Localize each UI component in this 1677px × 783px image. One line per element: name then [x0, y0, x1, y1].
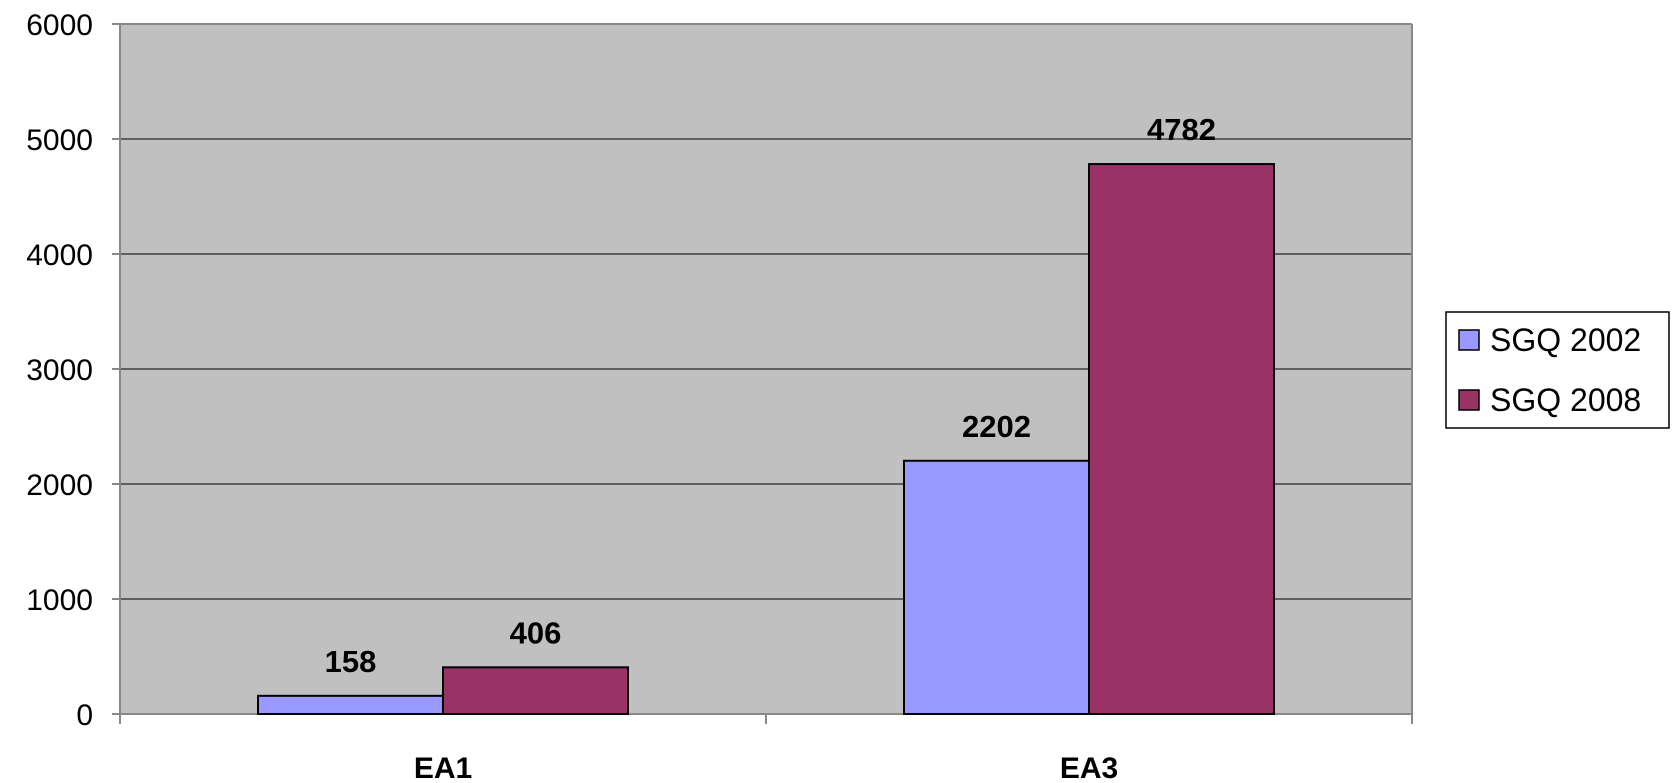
y-axis: 0 1000 2000 3000 4000 5000 6000	[26, 9, 1413, 732]
y-tick-label-2000: 2000	[26, 469, 93, 502]
legend-item-sgq-2008: SGQ 2008	[1458, 382, 1641, 418]
bar-sgq-2002-ea1	[257, 694, 444, 716]
bars	[257, 163, 1275, 716]
x-category-label-ea1: EA1	[414, 752, 472, 783]
data-labels: 158 406 2202 4782	[325, 112, 1216, 679]
legend-swatch-sgq-2002	[1458, 329, 1480, 351]
legend-item-sgq-2002: SGQ 2002	[1458, 322, 1641, 358]
y-tick-label-6000: 6000	[26, 9, 93, 42]
y-tick-label-0: 0	[76, 699, 93, 732]
legend: SGQ 2002 SGQ 2008	[1445, 311, 1670, 429]
legend-box	[1445, 311, 1670, 429]
data-label-sgq-2008-ea3: 4782	[1147, 112, 1216, 147]
bar-sgq-2002-ea3	[903, 459, 1090, 715]
y-tick-label-3000: 3000	[26, 354, 93, 387]
data-label-sgq-2008-ea1: 406	[510, 615, 562, 650]
data-label-sgq-2002-ea1: 158	[325, 644, 377, 679]
bar-sgq-2008-ea1	[442, 666, 629, 715]
legend-swatch-sgq-2008	[1458, 389, 1480, 411]
legend-label-sgq-2002: SGQ 2002	[1490, 322, 1641, 358]
bar-sgq-2008-ea3	[1088, 163, 1275, 715]
y-tick-label-5000: 5000	[26, 124, 93, 157]
data-label-sgq-2002-ea3: 2202	[962, 409, 1031, 444]
x-category-label-ea3: EA3	[1060, 752, 1118, 783]
y-tick-label-1000: 1000	[26, 584, 93, 617]
y-tick-label-4000: 4000	[26, 239, 93, 272]
legend-label-sgq-2008: SGQ 2008	[1490, 382, 1641, 418]
x-axis: EA1 EA3	[119, 713, 1413, 783]
